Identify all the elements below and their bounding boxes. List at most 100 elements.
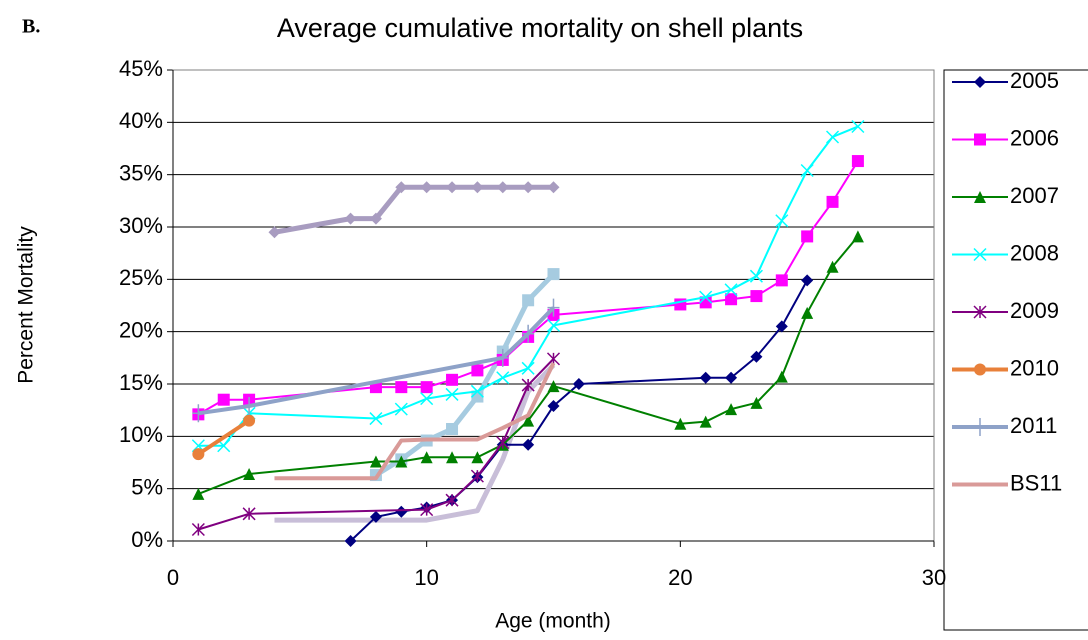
- y-tick-label: 45%: [119, 56, 163, 81]
- marker: [445, 387, 459, 401]
- marker: [496, 348, 509, 367]
- marker: [547, 298, 560, 317]
- marker: [420, 451, 433, 464]
- marker: [243, 468, 256, 481]
- marker: [974, 133, 986, 146]
- marker: [470, 384, 484, 398]
- series-line: [274, 363, 556, 523]
- marker: [395, 181, 408, 194]
- marker: [395, 455, 408, 468]
- marker: [394, 402, 408, 416]
- marker: [445, 493, 459, 507]
- legend-label: 2011: [1010, 413, 1057, 438]
- marker: [369, 212, 382, 225]
- marker: [851, 119, 865, 134]
- marker: [974, 363, 986, 376]
- marker: [496, 181, 509, 194]
- marker: [217, 393, 230, 406]
- marker: [750, 396, 763, 409]
- marker: [800, 163, 814, 178]
- y-tick-label: 20%: [119, 317, 163, 342]
- marker: [572, 378, 585, 390]
- marker: [725, 371, 738, 384]
- marker: [242, 507, 256, 521]
- marker: [522, 438, 535, 451]
- marker: [470, 469, 484, 483]
- marker: [471, 364, 484, 377]
- marker: [547, 181, 560, 194]
- y-tick-label: 10%: [119, 422, 163, 447]
- marker: [973, 247, 987, 262]
- chart-title: Average cumulative mortality on shell pl…: [277, 13, 803, 43]
- marker: [471, 451, 484, 464]
- marker: [826, 130, 840, 144]
- marker: [369, 412, 383, 426]
- x-axis-label: Age (month): [495, 610, 611, 633]
- marker: [974, 191, 986, 203]
- marker: [546, 318, 561, 332]
- legend-label: 2006: [1010, 125, 1059, 150]
- marker: [801, 274, 814, 287]
- legend-label: 2008: [1010, 240, 1059, 265]
- legend-box: [943, 69, 1088, 631]
- marker: [369, 455, 382, 468]
- legend-label: 2009: [1010, 298, 1059, 323]
- y-tick-label: 30%: [119, 213, 163, 238]
- series-line: [198, 358, 555, 531]
- panel-label: B.: [22, 16, 40, 38]
- marker: [699, 290, 713, 304]
- x-tick-label: 10: [414, 565, 438, 590]
- marker: [395, 505, 408, 518]
- marker: [974, 76, 986, 88]
- series-line: [274, 362, 556, 481]
- marker: [446, 423, 459, 436]
- marker: [725, 403, 738, 416]
- y-tick-label: 5%: [131, 474, 163, 499]
- y-axis-label: Percent Mortality: [15, 226, 38, 384]
- y-tick-label: 40%: [119, 108, 163, 133]
- marker: [826, 195, 839, 208]
- y-tick-label: 25%: [119, 265, 163, 290]
- marker: [750, 350, 763, 363]
- series-line: [197, 160, 859, 416]
- marker: [699, 415, 712, 428]
- marker: [699, 371, 712, 384]
- y-tick-label: 0%: [131, 527, 163, 552]
- marker: [521, 361, 535, 375]
- marker: [344, 535, 357, 547]
- series-line: [274, 184, 554, 235]
- x-tick-label: 30: [922, 565, 946, 590]
- marker: [547, 380, 560, 393]
- series-line: [198, 235, 859, 495]
- marker: [522, 324, 535, 343]
- marker: [750, 290, 763, 303]
- marker: [801, 230, 814, 243]
- marker: [547, 268, 560, 281]
- y-tick-label: 15%: [119, 370, 163, 395]
- marker: [801, 306, 814, 319]
- series-line: [198, 125, 859, 447]
- series-line: [197, 418, 251, 456]
- marker: [192, 487, 205, 500]
- marker: [775, 214, 789, 228]
- marker: [192, 404, 205, 423]
- marker: [725, 293, 738, 306]
- marker: [775, 274, 788, 287]
- marker: [446, 373, 459, 386]
- marker: [826, 260, 839, 273]
- marker: [521, 378, 535, 392]
- marker: [496, 371, 510, 385]
- x-tick-label: 20: [668, 565, 692, 590]
- marker: [243, 414, 256, 427]
- marker: [420, 381, 433, 394]
- marker: [496, 436, 510, 450]
- marker: [547, 399, 560, 412]
- marker: [974, 418, 986, 436]
- marker: [268, 226, 281, 239]
- marker: [420, 181, 433, 194]
- marker: [775, 370, 788, 383]
- marker: [446, 181, 459, 194]
- marker: [191, 522, 205, 537]
- series-line: [349, 279, 809, 542]
